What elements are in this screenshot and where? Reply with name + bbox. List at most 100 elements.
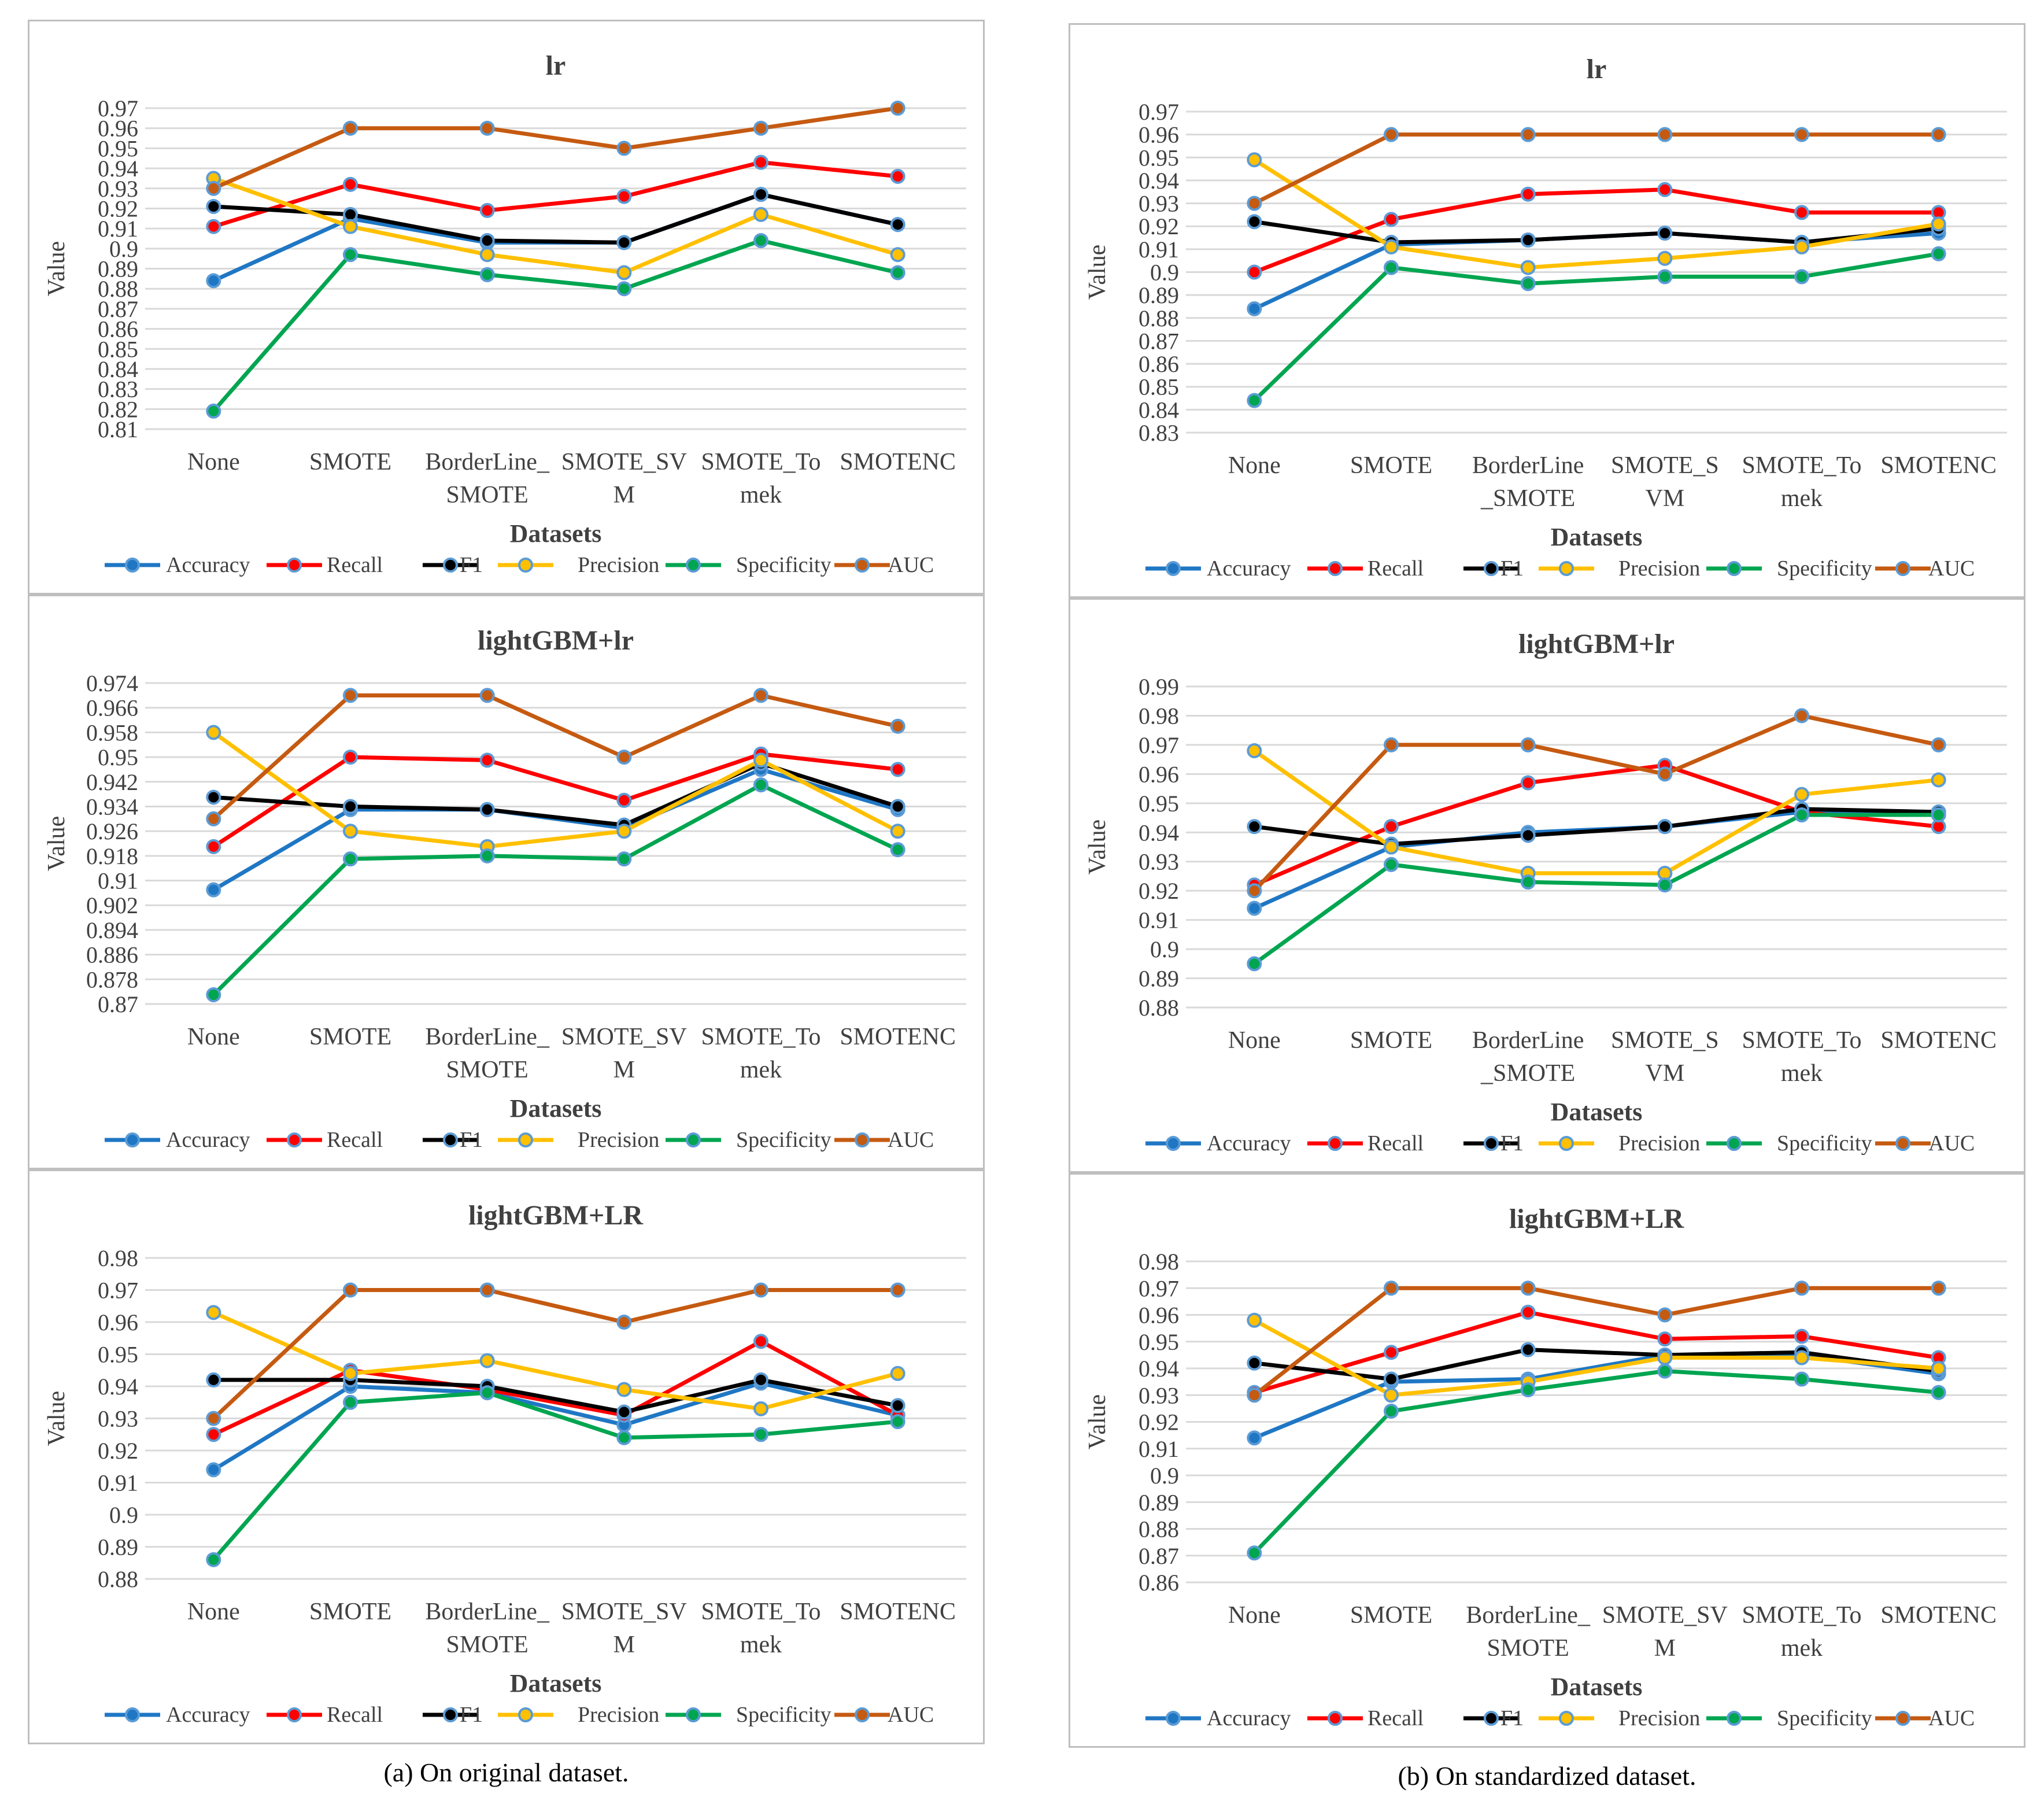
series-line-f1 [213, 1378, 899, 1414]
x-tick-label: SMOTE_To [701, 449, 820, 475]
y-tick-label: 0.92 [98, 195, 138, 222]
y-tick-label: 0.98 [1139, 1249, 1179, 1275]
data-point-precision [206, 725, 221, 740]
series-line-specificity [212, 783, 899, 997]
legend-label-auc: AUC [1928, 1131, 1975, 1156]
data-point-f1 [479, 232, 495, 248]
chart-panel-lr-original: lr 0.81 0.82 0.83 0.84 0.85 0.86 0.87 0.88 0.89 0.… [28, 20, 985, 595]
legend-marker-accuracy [1166, 1136, 1181, 1151]
chart-lightgbm-LR-original: lightGBM+LR 0.88 0.89 0.9 0.91 0.92 0.93 0.94 0.… [43, 1200, 966, 1727]
y-tick-label: 0.83 [98, 377, 138, 403]
x-tick-label: SMOTE [1350, 452, 1432, 479]
series-line-f1 [1254, 1348, 1939, 1381]
series-line-precision [1253, 1318, 1939, 1397]
y-tick-label: 0.82 [98, 396, 138, 422]
data-point-specificity [616, 1430, 632, 1445]
legend-label-precision: Precision [1618, 556, 1700, 581]
data-point-precision [206, 1305, 221, 1320]
series-line-specificity [1252, 252, 1939, 403]
y-tick-label: 0.89 [1139, 1489, 1179, 1515]
y-tick-label: 0.86 [1139, 351, 1179, 377]
legend-label-accuracy: Accuracy [166, 1128, 250, 1152]
data-point-auc [1794, 1280, 1809, 1296]
y-tick-label: 0.93 [1139, 191, 1179, 217]
series-line-f1 [1254, 807, 1939, 846]
data-point-recall [616, 189, 632, 204]
legend-label-precision: Precision [578, 553, 659, 577]
y-tick-label: 0.97 [98, 1278, 138, 1304]
series-line-accuracy [212, 192, 899, 283]
y-tick-label: 0.91 [1139, 237, 1179, 263]
x-tick-label: mek [740, 482, 782, 508]
x-tick-label: SMOTE [446, 1632, 528, 1658]
y-axis-label: Value [1084, 245, 1111, 300]
data-point-auc [1520, 737, 1536, 752]
data-point-recall [1384, 212, 1399, 227]
data-point-auc [1520, 1280, 1536, 1296]
series-line-accuracy [212, 1381, 899, 1472]
x-tick-label: SMOTENC [840, 1599, 956, 1625]
data-point-specificity [753, 777, 768, 793]
x-axis-label: Datasets [1551, 1098, 1643, 1126]
data-point-auc [1931, 737, 1946, 752]
data-point-recall [616, 792, 632, 808]
legend-marker-precision [518, 1132, 533, 1147]
legend-marker-specificity [686, 558, 701, 573]
series-line-precision [212, 1311, 899, 1411]
legend-marker-f1 [1484, 561, 1499, 576]
y-tick-label: 0.89 [98, 1534, 138, 1560]
legend-label-specificity: Specificity [736, 553, 831, 577]
legend-marker-recall [287, 1132, 302, 1147]
data-point-auc [479, 1282, 495, 1298]
data-point-precision [1384, 1387, 1399, 1403]
legend-marker-precision [1559, 561, 1574, 576]
legend-label-recall: Recall [1367, 1706, 1424, 1730]
legend-label-f1: F1 [1500, 1131, 1524, 1156]
x-tick-label: SMOTENC [1880, 1602, 1997, 1629]
x-axis-label: Datasets [1551, 1673, 1643, 1701]
data-point-recall [1520, 186, 1536, 202]
data-point-recall [890, 762, 905, 777]
legend-marker-auc [855, 558, 870, 573]
y-tick-label: 0.95 [1139, 145, 1179, 171]
chart-panel-lightgbm-LR-standardized: lightGBM+LR 0.86 0.87 0.88 0.89 0.9 0.91 0.92 0.… [1069, 1173, 2025, 1748]
chart-lr-standardized: lr0.830.840.850.860.870.880.890.90.910.9… [1084, 54, 2007, 581]
legend-marker-specificity [686, 1132, 701, 1147]
y-tick-label: 0.86 [98, 316, 138, 342]
x-tick-label: None [1228, 1602, 1281, 1629]
legend-label-precision: Precision [578, 1128, 659, 1152]
legend-label-accuracy: Accuracy [166, 553, 250, 577]
x-tick-label: None [187, 449, 240, 475]
caption-standardized: (b) On standardized dataset. [1398, 1761, 1696, 1791]
legend-label-accuracy: Accuracy [1207, 556, 1291, 581]
data-point-accuracy [1247, 1430, 1262, 1446]
y-tick-label: 0.96 [1139, 122, 1179, 148]
y-axis-label: Value [43, 1391, 70, 1446]
data-point-specificity [1657, 877, 1673, 893]
series-line-recall [1254, 187, 1939, 274]
data-point-specificity [1794, 807, 1809, 822]
legend-label-specificity: Specificity [736, 1128, 831, 1152]
data-point-specificity [343, 247, 358, 263]
x-tick-label: M [613, 482, 635, 508]
x-tick-label: SMOTE [1350, 1027, 1432, 1054]
data-point-precision [1657, 250, 1673, 266]
y-tick-label: 0.86 [1139, 1570, 1179, 1596]
legend-marker-f1 [443, 1132, 458, 1147]
chart-title: lightGBM+LR [468, 1200, 644, 1231]
legend-label-accuracy: Accuracy [1207, 1706, 1291, 1730]
legend-label-specificity: Specificity [1777, 556, 1872, 581]
data-point-specificity [1384, 1404, 1399, 1419]
y-tick-label: 0.87 [98, 296, 138, 322]
legend-marker-auc [855, 1707, 870, 1722]
legend-marker-auc [1895, 1711, 1910, 1726]
data-point-auc [616, 141, 632, 156]
data-point-f1 [1520, 232, 1536, 248]
x-tick-label: SMOTE [1487, 1635, 1569, 1662]
data-point-specificity [1794, 1371, 1809, 1387]
legend-marker-f1 [1484, 1711, 1499, 1726]
data-point-precision [1931, 216, 1946, 232]
data-point-accuracy [206, 882, 221, 898]
x-tick-label: SMOTE_S [1611, 452, 1719, 479]
data-point-recall [206, 1427, 221, 1442]
